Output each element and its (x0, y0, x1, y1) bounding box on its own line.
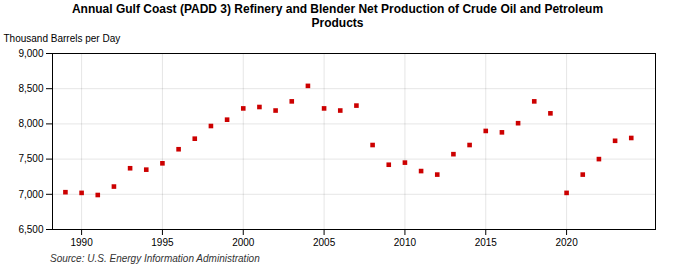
svg-text:8,000: 8,000 (18, 118, 43, 129)
svg-text:2020: 2020 (555, 236, 578, 247)
svg-text:7,000: 7,000 (18, 188, 43, 199)
svg-text:2000: 2000 (232, 236, 255, 247)
svg-text:1995: 1995 (151, 236, 174, 247)
svg-text:1990: 1990 (70, 236, 93, 247)
svg-text:2010: 2010 (394, 236, 417, 247)
html-text:Annual Gulf Coast (PADD 3) Ref: Annual Gulf Coast (PADD 3) Refinery and … (71, 2, 604, 31)
svg-text:7,500: 7,500 (18, 153, 43, 164)
svg-text:8,500: 8,500 (18, 83, 43, 94)
svg-text:9,000: 9,000 (18, 47, 43, 58)
svg-text:6,500: 6,500 (18, 223, 43, 234)
svg-text:Thousand Barrels per Day: Thousand Barrels per Day (4, 32, 121, 43)
svg-text:2015: 2015 (475, 236, 498, 247)
svg-text:2005: 2005 (313, 236, 336, 247)
html-text:Source: U.S. Energy Informatio: Source: U.S. Energy Information Administ… (50, 252, 260, 264)
